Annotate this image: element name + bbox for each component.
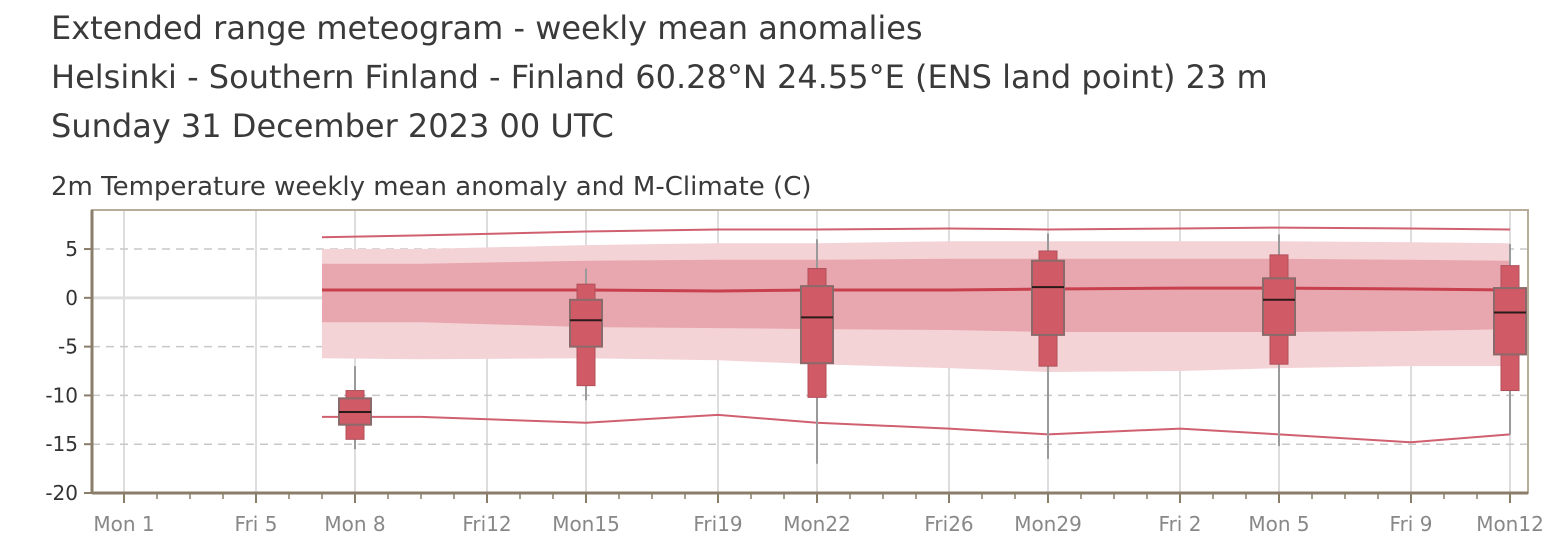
x-tick-label: Fri 5 <box>235 512 278 536</box>
x-tick-label: Fri 9 <box>1390 512 1433 536</box>
x-tick-label: Fri12 <box>462 512 511 536</box>
climate-band-25-75 <box>322 258 1510 332</box>
box-25-75 <box>800 285 834 365</box>
climate-median-line <box>322 286 1511 293</box>
y-tick-label: 5 <box>65 237 78 261</box>
box-25-75 <box>1262 277 1296 336</box>
chart-title: Extended range meteogram - weekly mean a… <box>51 9 923 47</box>
x-tick-label: Fri19 <box>693 512 742 536</box>
x-tick-label: Mon12 <box>1476 512 1544 536</box>
location-line: Helsinki - Southern Finland - Finland 60… <box>51 58 1268 96</box>
box-25-75 <box>1493 287 1527 356</box>
y-tick-label: -10 <box>45 383 78 407</box>
x-tick-label: Mon29 <box>1014 512 1082 536</box>
x-tick-label: Fri26 <box>924 512 973 536</box>
climate-min-line <box>322 413 1511 444</box>
x-tick-label: Mon15 <box>552 512 620 536</box>
y-tick-label: -15 <box>45 432 78 456</box>
x-tick-label: Fri 2 <box>1159 512 1202 536</box>
y-tick-label: 0 <box>65 286 78 310</box>
x-tick-label: Mon 8 <box>324 512 385 536</box>
box-25-75 <box>569 298 603 348</box>
y-tick-label: -5 <box>58 335 78 359</box>
y-tick-label: -20 <box>45 481 78 505</box>
panel-title: 2m Temperature weekly mean anomaly and M… <box>51 172 812 202</box>
box-25-75 <box>1031 259 1065 336</box>
x-tick-label: Mon22 <box>783 512 851 536</box>
forecast-date: Sunday 31 December 2023 00 UTC <box>51 107 614 145</box>
climate-max-line <box>321 226 1511 239</box>
x-tick-label: Mon 5 <box>1248 512 1309 536</box>
x-tick-label: Mon 1 <box>93 512 154 536</box>
